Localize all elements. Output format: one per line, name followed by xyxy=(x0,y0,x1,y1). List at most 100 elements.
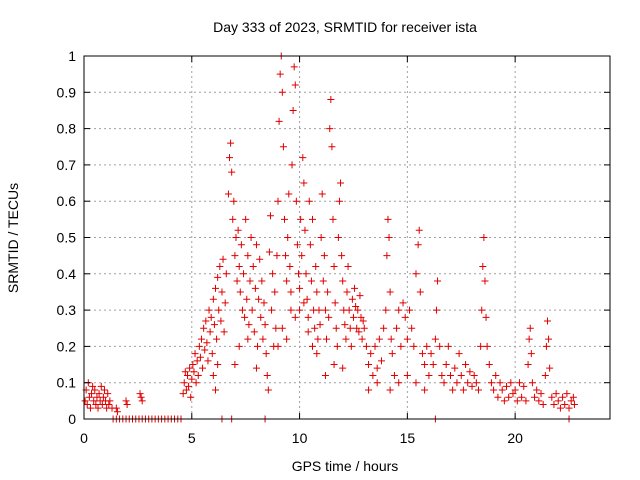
data-point xyxy=(258,277,266,285)
data-point xyxy=(425,371,433,379)
data-point xyxy=(520,382,528,390)
y-tick-label: 0.4 xyxy=(57,266,77,282)
data-point xyxy=(325,313,333,321)
data-point xyxy=(104,390,112,398)
data-point xyxy=(136,390,144,398)
data-point xyxy=(91,386,99,394)
data-point xyxy=(241,313,249,321)
data-point xyxy=(315,306,323,314)
data-point xyxy=(90,397,98,405)
data-point xyxy=(237,241,245,249)
data-point xyxy=(347,342,355,350)
x-tick-label: 0 xyxy=(80,430,88,446)
data-point xyxy=(244,335,252,343)
data-point xyxy=(362,342,370,350)
data-point xyxy=(233,277,241,285)
data-point xyxy=(429,361,437,369)
data-point xyxy=(224,190,232,198)
data-point xyxy=(309,342,317,350)
data-point xyxy=(122,397,130,405)
data-point xyxy=(209,371,217,379)
data-point xyxy=(421,386,429,394)
data-point xyxy=(482,313,490,321)
data-point xyxy=(199,364,207,372)
data-point xyxy=(556,404,564,412)
data-point xyxy=(180,379,188,387)
data-point xyxy=(470,371,478,379)
data-point xyxy=(548,393,556,401)
data-point xyxy=(356,292,364,300)
data-point xyxy=(311,324,319,332)
data-point xyxy=(288,161,296,169)
data-point xyxy=(563,390,571,398)
data-point xyxy=(345,306,353,314)
data-point xyxy=(213,335,221,343)
x-tick-label: 10 xyxy=(292,430,308,446)
data-point xyxy=(289,106,297,114)
data-point xyxy=(503,382,511,390)
data-point xyxy=(492,371,500,379)
data-point xyxy=(542,342,550,350)
data-point xyxy=(195,342,203,350)
data-point xyxy=(244,252,252,260)
data-point xyxy=(552,390,560,398)
data-point xyxy=(230,197,238,205)
data-point xyxy=(194,371,202,379)
data-point xyxy=(212,386,219,394)
data-point xyxy=(201,346,209,354)
data-point xyxy=(185,382,193,390)
data-point xyxy=(440,379,448,387)
data-point xyxy=(387,335,395,343)
data-point xyxy=(416,288,424,296)
data-point xyxy=(192,379,200,387)
data-point xyxy=(373,364,381,372)
data-point xyxy=(496,379,504,387)
data-point xyxy=(351,284,359,292)
data-point xyxy=(299,154,307,162)
data-point xyxy=(320,252,328,260)
data-point xyxy=(252,364,260,372)
data-point xyxy=(138,397,146,405)
data-point xyxy=(86,404,94,412)
data-point xyxy=(338,252,346,260)
data-point xyxy=(377,357,385,365)
data-point xyxy=(242,215,250,223)
data-point xyxy=(444,342,452,350)
data-point xyxy=(344,263,352,271)
data-point xyxy=(509,390,517,398)
y-tick-label: 0.9 xyxy=(57,84,77,100)
data-point xyxy=(527,350,535,358)
data-point xyxy=(341,321,349,329)
data-point xyxy=(95,390,103,398)
data-point xyxy=(414,241,422,249)
data-point xyxy=(290,63,298,71)
data-point xyxy=(92,400,100,408)
data-point xyxy=(280,215,288,223)
data-point xyxy=(278,324,286,332)
y-tick-label: 0.3 xyxy=(57,302,77,318)
data-point xyxy=(408,324,416,332)
data-point xyxy=(537,390,545,398)
data-point xyxy=(276,70,284,78)
data-point xyxy=(257,313,265,321)
data-point xyxy=(329,215,337,223)
data-point xyxy=(431,335,439,343)
data-point xyxy=(365,386,373,394)
data-point xyxy=(455,350,463,358)
data-point xyxy=(228,168,236,176)
data-point xyxy=(246,277,254,285)
data-point xyxy=(403,371,411,379)
data-point xyxy=(234,226,242,234)
data-point xyxy=(99,393,107,401)
x-tick-label: 20 xyxy=(507,430,523,446)
data-point xyxy=(191,350,199,358)
data-points xyxy=(81,52,578,423)
data-point xyxy=(305,197,313,205)
data-point xyxy=(339,277,347,285)
data-point xyxy=(385,234,393,241)
data-point xyxy=(209,295,217,303)
gridlines xyxy=(84,56,610,419)
data-point xyxy=(221,299,229,307)
data-point xyxy=(306,241,314,249)
data-point xyxy=(386,386,394,394)
